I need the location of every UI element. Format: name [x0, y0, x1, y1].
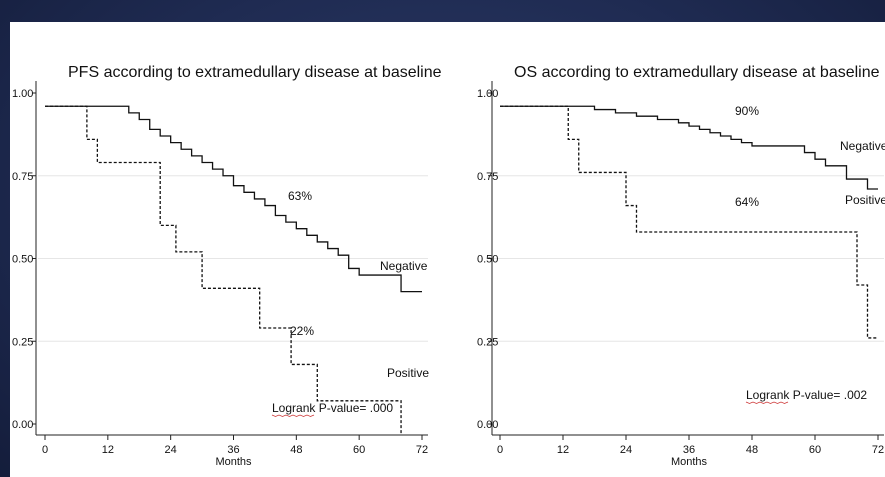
y-tick-label: 1.00 — [477, 88, 498, 100]
annotation-negative: 63% — [288, 189, 312, 203]
x-tick-label: 60 — [809, 444, 821, 456]
y-tick-label: 0.75 — [477, 171, 498, 183]
series-label-negative: Negative — [380, 259, 428, 273]
series-line-positive — [500, 105, 878, 339]
x-tick-label: 0 — [497, 444, 503, 456]
y-tick-label: 0.25 — [12, 336, 33, 348]
x-axis-title: Months — [215, 456, 252, 468]
series-line-negative — [45, 105, 422, 293]
y-tick-label: 0.00 — [12, 419, 33, 431]
logrank-label: Logrank P-value= .000 — [272, 401, 393, 415]
y-tick-label: 0.25 — [477, 336, 498, 348]
km-figure: 0.00 0.25 0.50 0.75 1.00 0 12 24 36 48 60 72 Months P… — [12, 64, 885, 468]
x-tick-label: 48 — [746, 444, 758, 456]
x-tick-label: 48 — [290, 444, 302, 456]
x-tick-label: 72 — [416, 444, 428, 456]
logrank-label: Logrank P-value= .002 — [746, 388, 867, 402]
series-line-negative — [500, 105, 878, 190]
series-line-positive — [45, 105, 402, 434]
x-tick-label: 72 — [872, 444, 884, 456]
x-tick-label: 60 — [353, 444, 365, 456]
y-tick-label: 1.00 — [12, 88, 33, 100]
spellcheck-underline — [271, 414, 315, 417]
annotation-negative: 90% — [735, 104, 759, 118]
figure-panel: 0.00 0.25 0.50 0.75 1.00 0 12 24 36 48 60 72 Months P… — [10, 22, 885, 477]
chart-title: OS according to extramedullary disease a… — [514, 64, 880, 81]
series-label-positive: Positive — [845, 193, 885, 207]
chart-os: 0.00 0.25 0.50 0.75 1.00 0 12 24 36 48 60 72 Months O… — [477, 64, 885, 468]
x-tick-label: 24 — [165, 444, 177, 456]
x-tick-label: 36 — [227, 444, 239, 456]
annotation-positive: 22% — [290, 324, 314, 338]
annotation-positive: 64% — [735, 195, 759, 209]
x-tick-label: 12 — [102, 444, 114, 456]
x-axis-title: Months — [671, 456, 708, 468]
y-tick-label: 0.75 — [12, 171, 33, 183]
y-tick-label: 0.00 — [477, 419, 498, 431]
y-tick-label: 0.50 — [477, 254, 498, 266]
chart-pfs: 0.00 0.25 0.50 0.75 1.00 0 12 24 36 48 60 72 Months P… — [12, 64, 442, 468]
x-tick-label: 36 — [683, 444, 695, 456]
series-label-positive: Positive — [387, 366, 429, 380]
chart-title: PFS according to extramedullary disease … — [68, 64, 442, 81]
x-tick-label: 12 — [557, 444, 569, 456]
x-tick-label: 24 — [620, 444, 632, 456]
series-label-negative: Negative — [840, 139, 885, 153]
spellcheck-underline — [745, 401, 789, 404]
y-tick-label: 0.50 — [12, 254, 33, 266]
x-tick-label: 0 — [42, 444, 48, 456]
